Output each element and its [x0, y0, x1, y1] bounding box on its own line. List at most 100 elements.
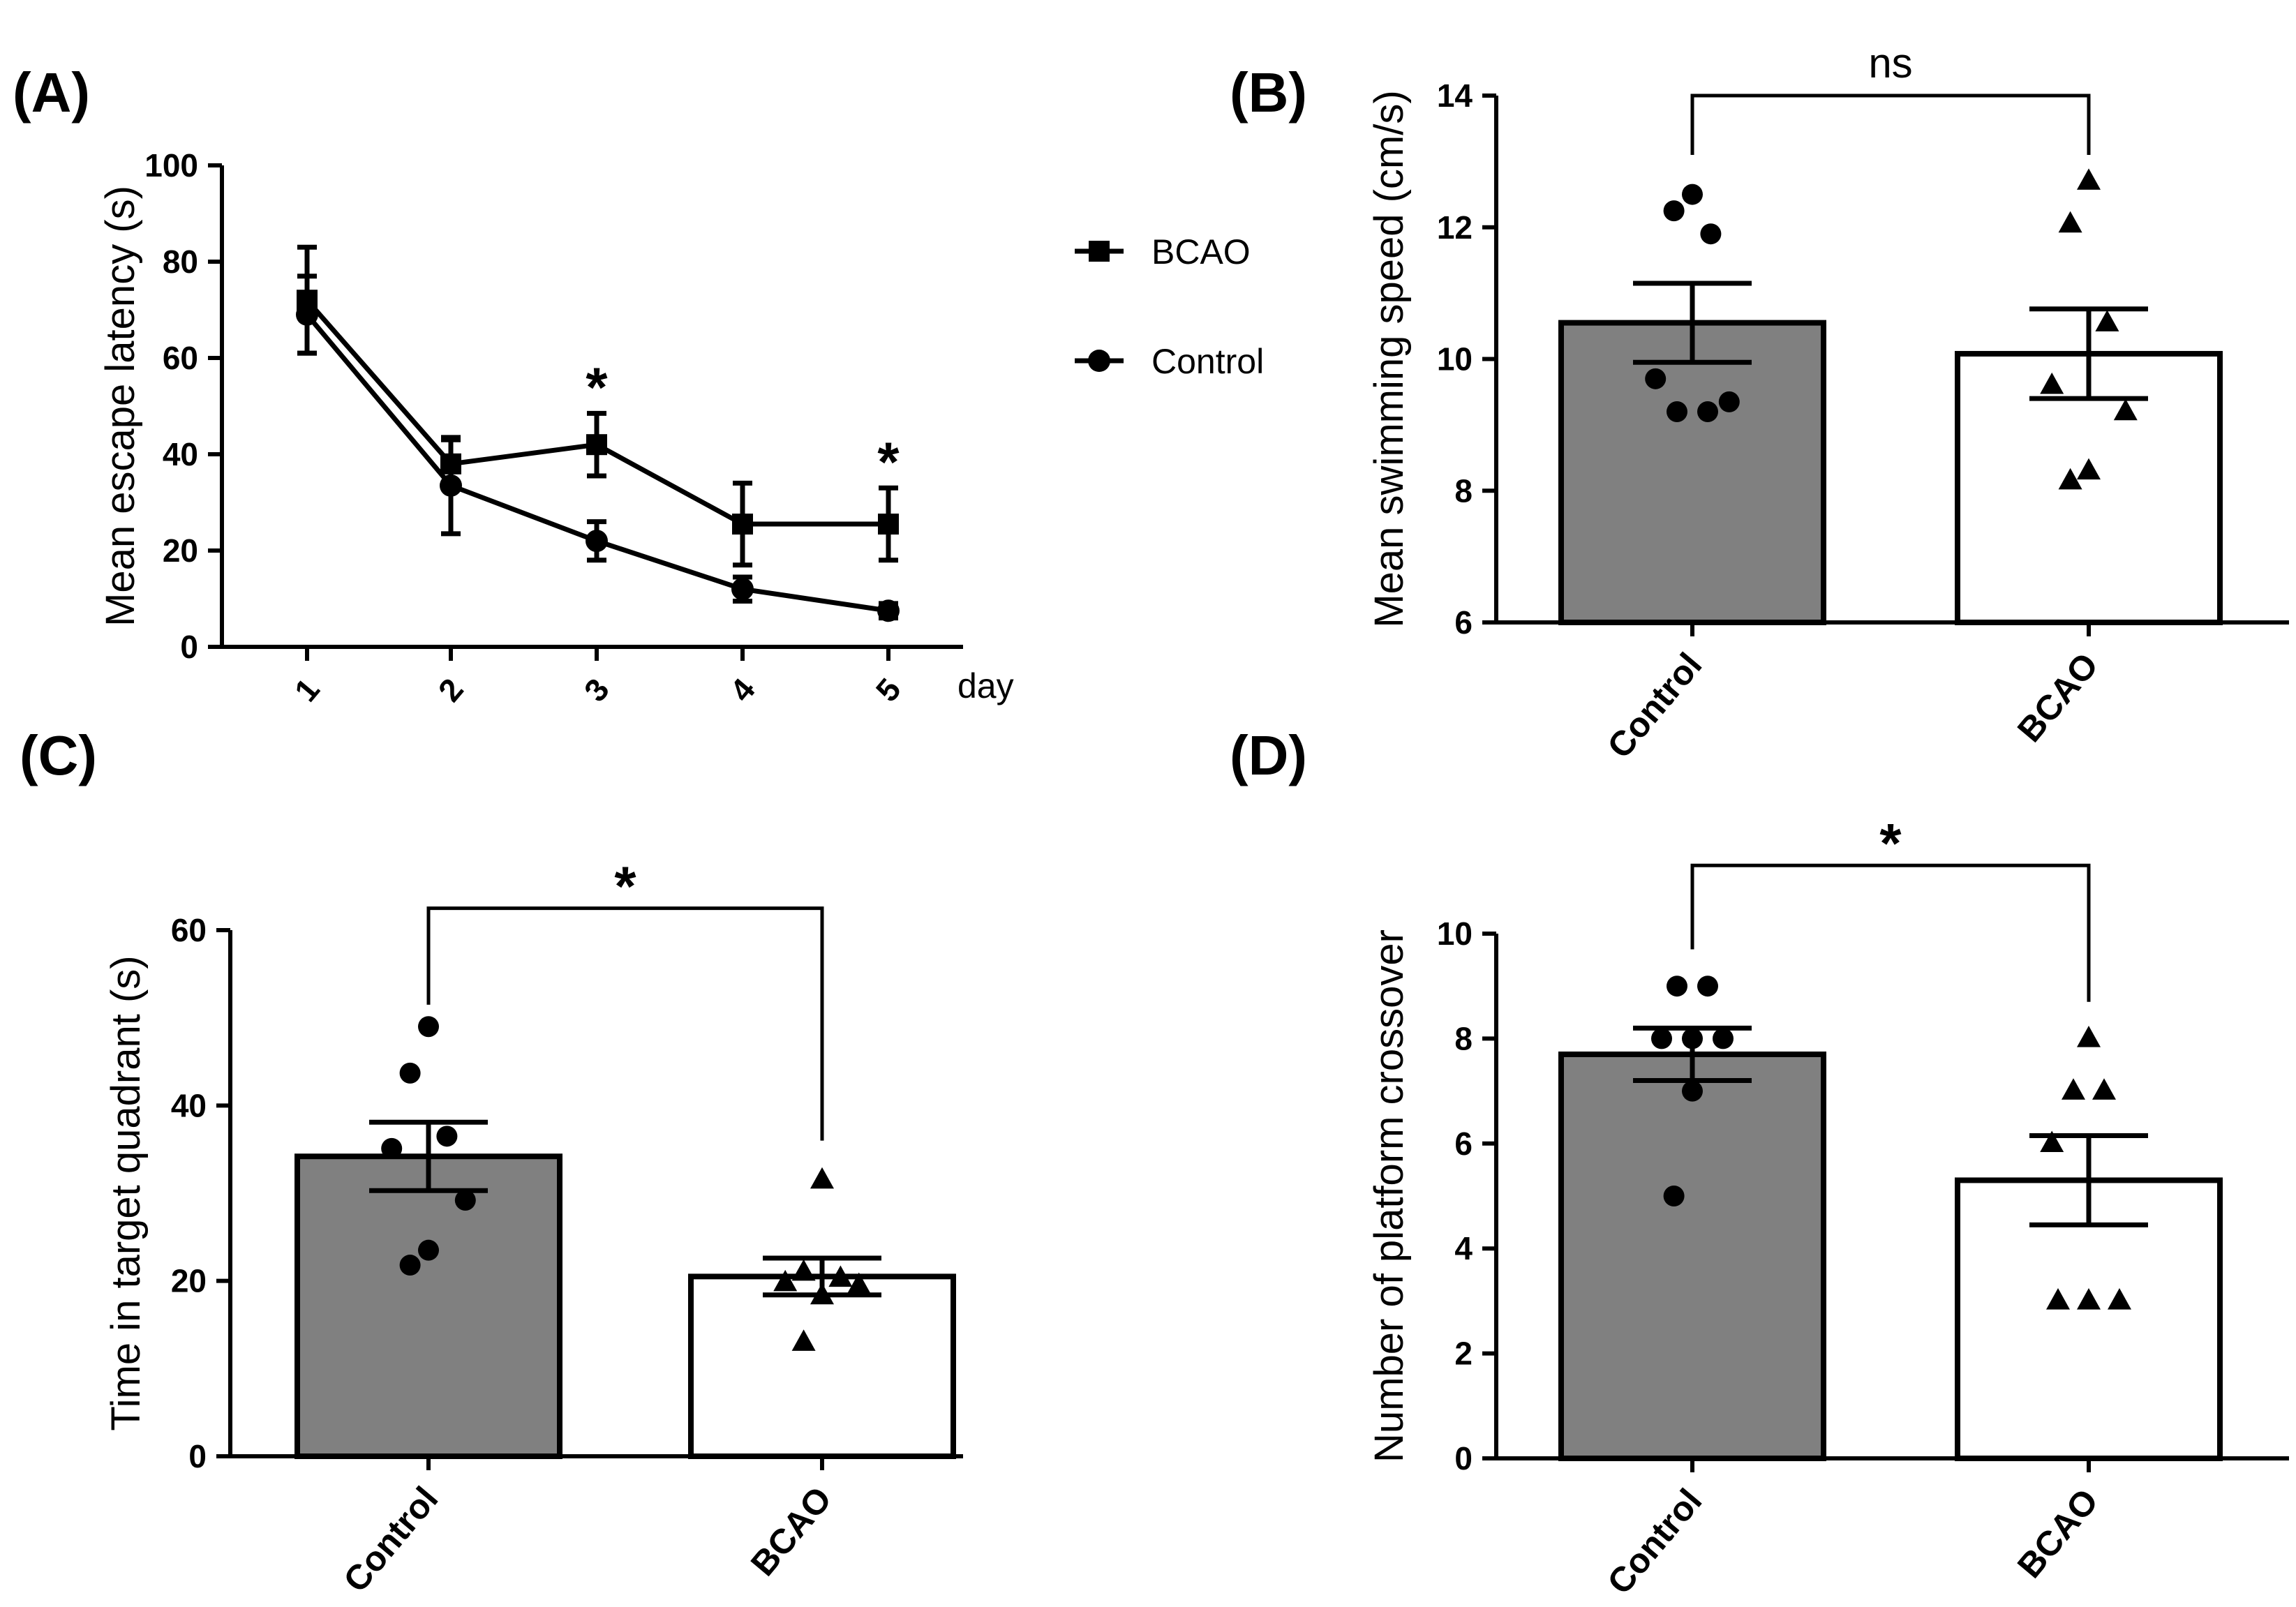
x-label-bcao: BCAO [2010, 645, 2106, 749]
y-tick-label: 80 [163, 244, 198, 280]
x-axis-title: day [957, 666, 1014, 705]
significance-star: * [586, 356, 608, 418]
bcao-data-point [2077, 458, 2101, 480]
control-data-point [1651, 1028, 1672, 1049]
control-data-point [418, 1016, 439, 1038]
y-axis-title: Number of platform crossover [1366, 929, 1412, 1463]
bcao-data-point [828, 1265, 853, 1287]
x-label-bcao: BCAO [2010, 1481, 2106, 1585]
x-label-control: Control [336, 1479, 445, 1599]
legend-label-bcao: BCAO [1151, 232, 1251, 271]
y-tick-label: 40 [163, 436, 198, 472]
y-tick-label: 10 [1437, 341, 1473, 378]
control-data-point [731, 578, 754, 601]
bcao-data-point [2062, 1078, 2085, 1100]
y-tick-label: 4 [1454, 1230, 1473, 1266]
x-tick-label: 3 [577, 671, 616, 708]
control-data-point [1682, 184, 1703, 205]
y-tick-label: 8 [1454, 1020, 1473, 1056]
y-axis-title: Mean escape latency (s) [98, 186, 143, 627]
control-data-point [1645, 368, 1667, 389]
bcao-data-point [847, 1272, 871, 1294]
bcao-data-point [2113, 398, 2138, 421]
y-tick-label: 12 [1437, 209, 1473, 246]
control-data-point [399, 1062, 421, 1084]
bcao-bar [688, 1273, 956, 1459]
bcao-data-point [791, 1259, 816, 1281]
control-data-point [586, 530, 608, 553]
y-tick-label: 0 [188, 1438, 207, 1474]
x-tick-label: 4 [723, 671, 763, 708]
panel-label-c: (C) [20, 724, 97, 786]
control-data-point [1718, 391, 1740, 412]
control-data-point [418, 1239, 439, 1261]
panel-label-a: (A) [13, 61, 90, 124]
y-tick-label: 100 [144, 147, 198, 184]
panel-b: (B) 6 8 10 12 14 Mean swimming speed (cm/s) Con… [1230, 40, 2289, 765]
bcao-data-point [810, 1283, 834, 1305]
x-tick-label: 2 [431, 671, 470, 708]
bcao-data-point [810, 1167, 834, 1189]
control-data-point [454, 1190, 476, 1211]
y-tick-label: 8 [1454, 472, 1473, 509]
bcao-data-point [773, 1269, 798, 1292]
bcao-data-point [791, 1329, 816, 1351]
bcao-data-point [2046, 1288, 2070, 1310]
y-tick-label: 60 [171, 912, 207, 948]
bcao-data-point [2092, 1078, 2116, 1100]
legend-marker-circle [1088, 350, 1110, 372]
y-tick-label: 20 [163, 532, 198, 569]
y-tick-label: 40 [171, 1087, 207, 1123]
y-tick-label: 2 [1454, 1336, 1473, 1372]
bcao-data-point [2040, 372, 2064, 394]
y-tick-label: 14 [1437, 77, 1473, 114]
bcao-data-point [2077, 1288, 2101, 1310]
panel-label-b: (B) [1230, 61, 1307, 124]
panel-label-d: (D) [1230, 724, 1307, 786]
panel-d: (D) 0 2 4 6 8 10 Number of platform crossover Co… [1230, 724, 2289, 1601]
significance-label: * [614, 855, 636, 918]
bcao-data-point [2077, 1026, 2101, 1047]
control-data-point [381, 1137, 403, 1159]
bcao-data-point [2077, 168, 2101, 190]
control-bar [1558, 320, 1826, 625]
control-data-point [440, 474, 462, 497]
y-tick-label: 20 [171, 1263, 207, 1299]
y-tick-label: 6 [1454, 604, 1473, 641]
significance-label: ns [1868, 40, 1912, 87]
y-axis-title: Time in target quadrant (s) [103, 955, 149, 1430]
legend: BCAO Control [1075, 232, 1264, 381]
control-data-point [1697, 401, 1718, 422]
bcao-data-point [2058, 211, 2082, 233]
bcao-data-point [2095, 310, 2119, 331]
control-data-point [1663, 200, 1685, 222]
legend-label-control: Control [1151, 342, 1264, 381]
significance-label: * [1879, 812, 1902, 874]
control-data-point [296, 303, 318, 326]
control-data-point [1713, 1028, 1734, 1049]
y-tick-label: 0 [180, 629, 198, 665]
control-data-point [436, 1126, 458, 1147]
bcao-data-point [2040, 1130, 2064, 1153]
bcao-data-point [732, 514, 753, 535]
y-tick-label: 0 [1454, 1440, 1473, 1477]
control-data-point [1663, 1186, 1685, 1206]
bcao-data-point [2108, 1288, 2131, 1310]
significance-star: * [877, 431, 900, 493]
control-data-point [1700, 223, 1722, 245]
y-tick-label: 60 [163, 340, 198, 376]
control-data-point [1667, 401, 1687, 422]
control-data-point [877, 599, 900, 622]
control-bar [295, 1153, 562, 1459]
legend-marker-square [1089, 241, 1110, 262]
control-data-point [1667, 976, 1687, 997]
x-tick-label: 1 [288, 671, 327, 708]
control-bar [1558, 1051, 1826, 1461]
control-data-point [1682, 1028, 1703, 1049]
x-label-control: Control [1600, 645, 1709, 765]
x-label-control: Control [1600, 1481, 1709, 1601]
x-label-bcao: BCAO [743, 1479, 840, 1583]
y-tick-label: 6 [1454, 1126, 1473, 1162]
